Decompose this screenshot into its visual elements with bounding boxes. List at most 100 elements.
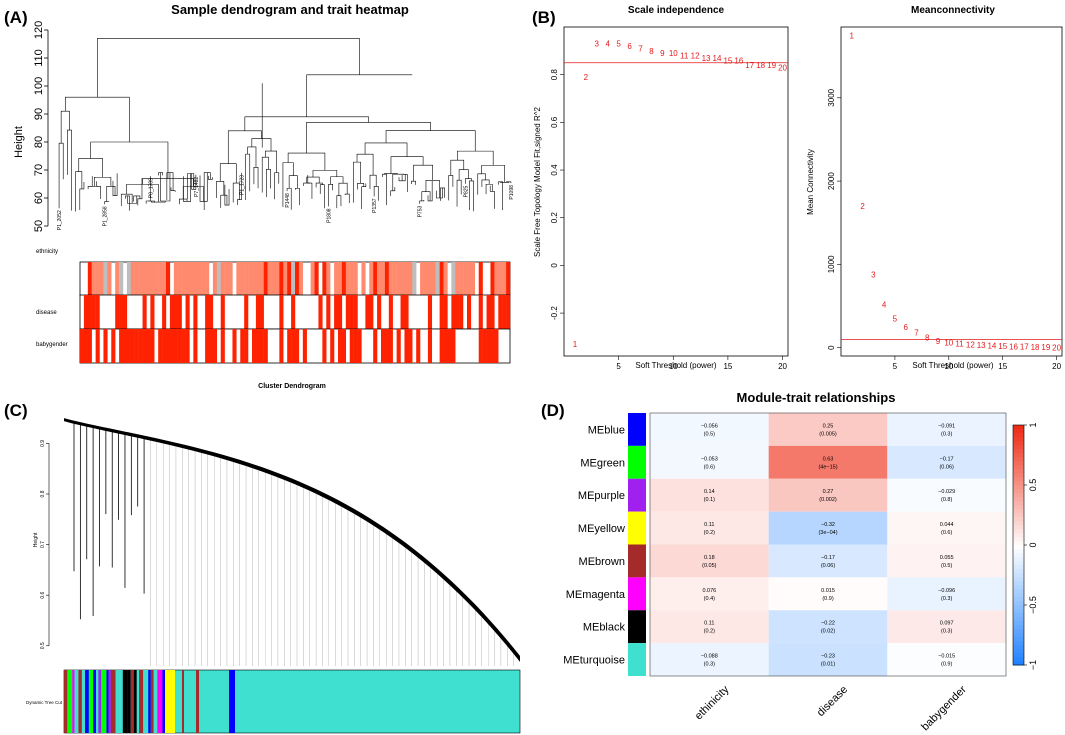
panel-a-dendro-branch [142,178,194,187]
cell-correlation: 0.11 [704,621,714,627]
colorbar-step [1013,433,1024,438]
heatmap-cell [252,329,257,363]
heatmap-cell [279,295,284,329]
panel-a-dendro-branch [456,150,494,166]
heatmap-cell [486,295,491,329]
heatmap-cell [212,329,218,363]
colorbar-step [1013,461,1024,466]
heatmap-cell [478,329,483,363]
colorbar-step [1013,449,1024,454]
gB2-point-label: 11 [955,340,964,349]
gB1-point-label: 15 [723,56,732,65]
heatmap-cell [209,329,214,363]
colorbar-step [1013,541,1024,546]
heatmap-cell [459,295,464,329]
heatmap-cell [224,262,229,296]
gB1-y-tick-label: 0.8 [550,69,559,81]
heatmap-cell [490,329,495,363]
heatmap-cell [349,262,354,296]
module-color-swatch [628,544,646,578]
heatmap-cell [887,610,1006,644]
panel-a-dendro-branch [199,172,208,202]
heatmap-cell [287,329,292,363]
cell-correlation: 0.055 [940,555,954,561]
cell-correlation: 0.015 [821,588,835,594]
gB1-frame [563,26,789,357]
colorbar-step [1013,525,1024,530]
trait-column-label: ethinicity [693,683,732,722]
panel-c-module-segment [150,670,154,733]
heatmap-cell [220,295,225,329]
colorbar-step [1013,485,1024,490]
heatmap-cell [244,295,249,329]
colorbar-step [1013,445,1024,450]
gB2-y-tick-label: 3000 [827,88,836,106]
heatmap-cell [181,329,186,363]
panel-a-dendro-branch [398,174,406,182]
heatmap-cell [439,262,444,296]
cell-correlation: −0.088 [701,654,718,660]
cell-correlation: 0.097 [940,621,954,627]
panel-letter-b: (B) [532,8,556,27]
gB2-y-tick-label: 2000 [827,172,836,190]
heatmap-cell [650,445,769,479]
panel-a-dendro-branch [458,169,469,181]
heatmap-cell [443,295,448,329]
panel-a-dendro-branch [203,172,211,210]
heatmap-cell [650,413,769,446]
heatmap-cell [490,262,495,296]
heatmap-cell [650,610,769,644]
cell-pvalue: (0.06) [821,563,836,569]
panel-a-dendro-branch [411,180,416,185]
panel-a-dendro-branch [450,159,465,176]
cell-pvalue: (0.8) [941,497,952,503]
heatmap-cell [345,262,350,296]
panel-a-dendro-branch [126,183,159,203]
heatmap-cell [193,262,198,296]
heatmap-cell [283,262,288,296]
cell-pvalue: (0.6) [704,464,715,470]
panel-c-module-segment [118,670,123,733]
colorbar-step [1013,429,1024,434]
panel-a-dendro-branch [413,164,433,182]
gB1-point-label: 16 [734,56,743,65]
colorbar-step [1013,625,1024,630]
colorbar-step [1013,661,1024,666]
panel-a-dendro-branch [306,74,413,117]
heatmap-cell [357,329,362,363]
panel-c-module-segment [196,670,199,733]
panel-a-dendro-branch [498,181,503,211]
colorbar-step [1013,641,1024,646]
gB2-point-label: 9 [936,337,941,346]
heatmap-cell [467,262,472,296]
heatmap-cell [275,262,280,296]
heatmap-cell [134,262,139,296]
panel-a-dendro-branch [485,183,493,195]
heatmap-cell [130,262,135,296]
panel-a-dendro-branch [60,110,70,144]
heatmap-cell [197,262,202,296]
panel-a-dendro-branch [385,130,476,152]
gB1-y-tick-label: 0.4 [550,164,559,176]
gB1-point-label: 19 [767,61,776,70]
panel-a-leaf-label: P1357 [372,198,378,213]
heatmap-cell [345,295,350,329]
heatmap-cell [361,262,366,296]
heatmap-cell [388,329,393,363]
colorbar-step [1013,513,1024,518]
panel-c-colorbar-label: Dynamic Tree Cut [26,700,63,705]
panel-a-dendro-branch [247,146,257,168]
heatmap-cell [353,329,358,363]
colorbar-step [1013,501,1024,506]
colorbar-step [1013,425,1024,430]
heatmap-cell [420,262,425,296]
heatmap-cell [271,262,276,296]
heatmap-cell [369,262,374,296]
module-color-swatch [628,577,646,611]
module-label: MEyellow [578,523,625,535]
cell-pvalue: (0.9) [822,596,833,602]
panel-a-dendro-branch [353,161,361,203]
heatmap-cell [404,262,409,296]
heatmap-cell [240,329,245,363]
